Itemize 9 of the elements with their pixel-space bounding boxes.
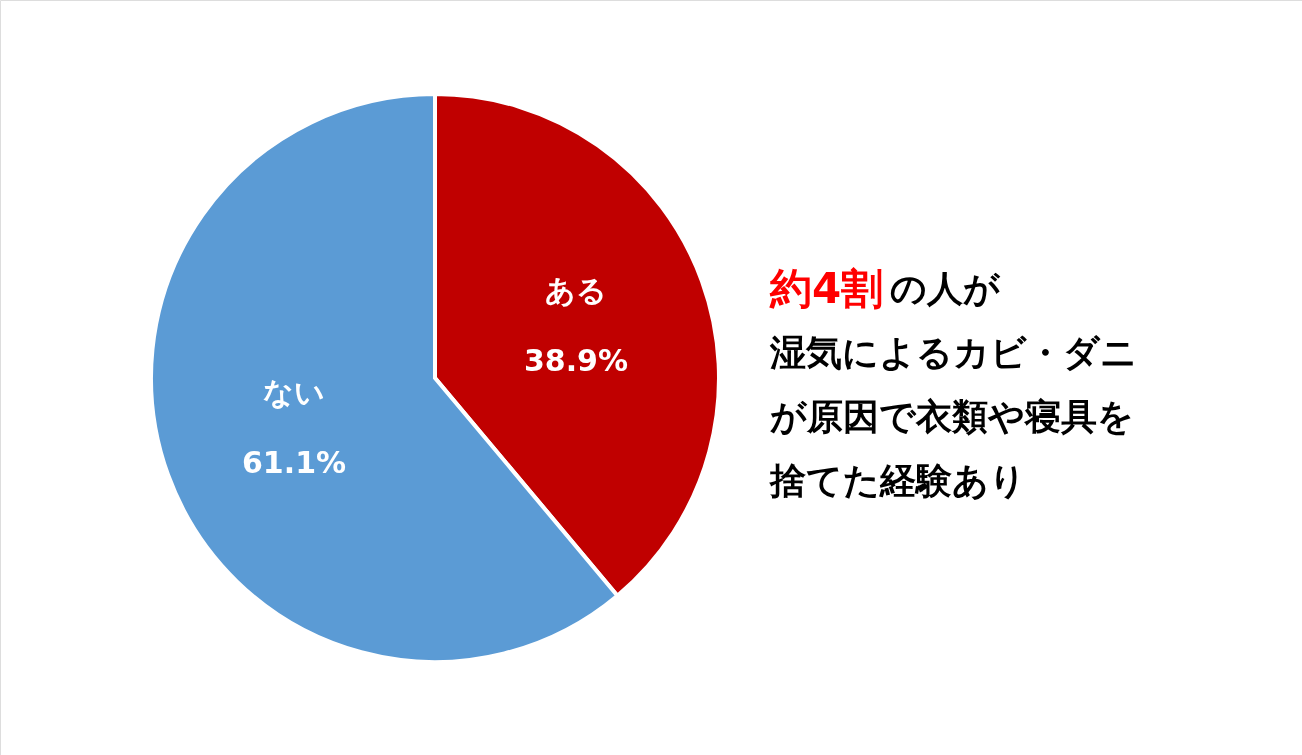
text: 湿気によるカビ・ダニ — [769, 332, 1137, 373]
data-label: 61.1% — [241, 445, 347, 481]
text: が原因で衣類や寝具を — [770, 396, 1134, 437]
data-label: 38.9% — [523, 342, 629, 378]
text: 約4割 — [769, 264, 884, 313]
text: 捨てた経験あり — [769, 460, 1026, 501]
slice-label: ない — [263, 375, 326, 411]
slice-label: ある — [544, 272, 607, 308]
text: の人が — [890, 268, 1001, 309]
